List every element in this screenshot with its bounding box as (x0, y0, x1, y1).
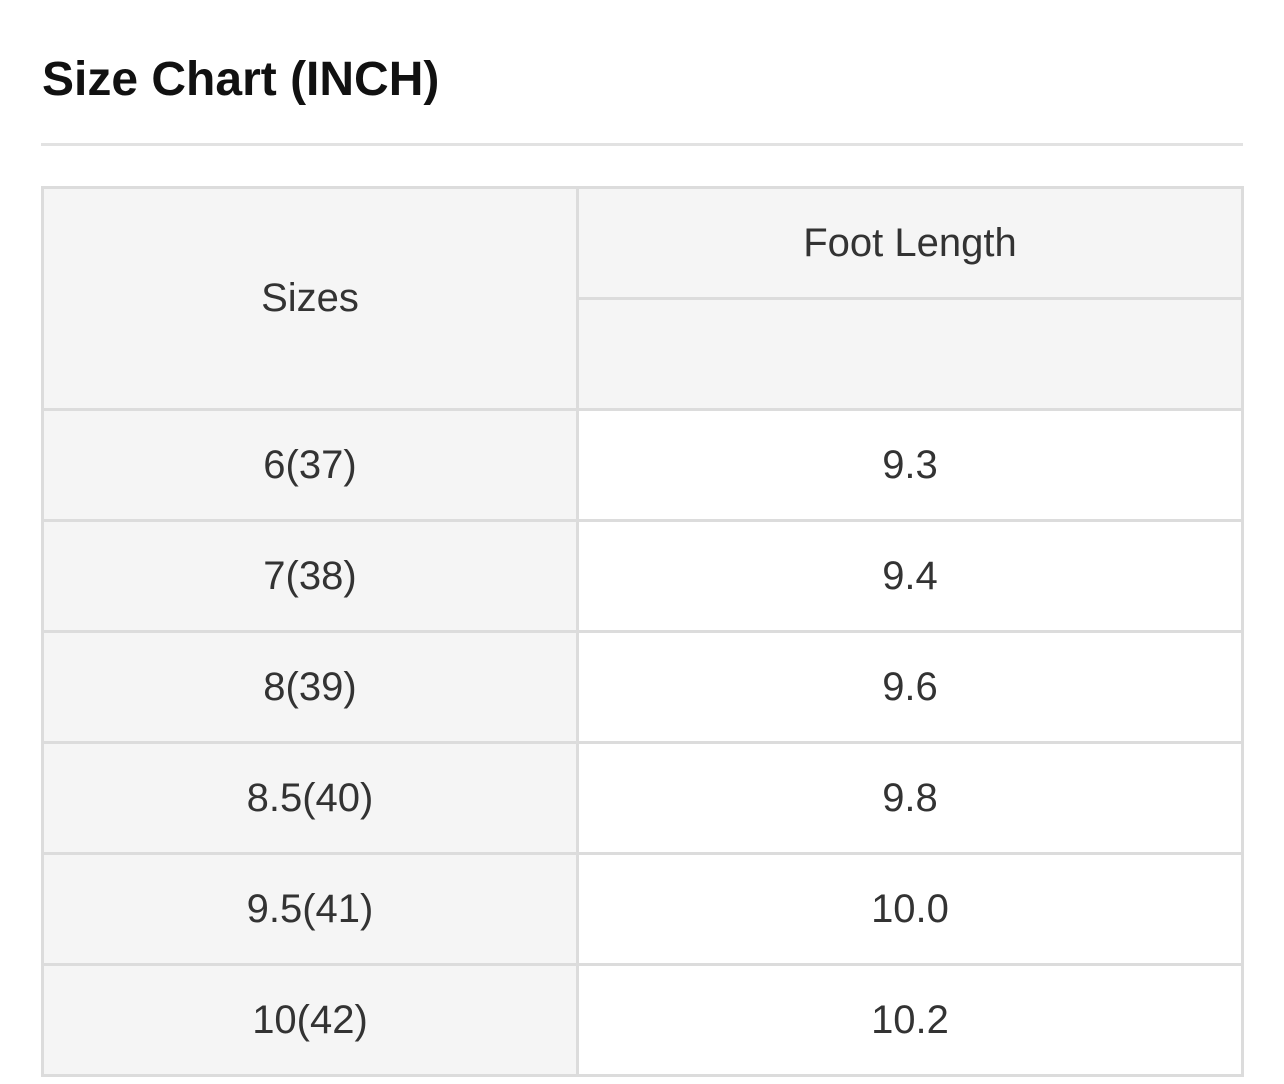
table-row: 6(37) 9.3 (41, 408, 1244, 522)
table-row: 8(39) 9.6 (41, 630, 1244, 744)
size-cell: 10(42) (41, 963, 579, 1077)
table-row: 10(42) 10.2 (41, 963, 1244, 1077)
foot-length-cell: 10.0 (576, 852, 1244, 966)
size-cell: 6(37) (41, 408, 579, 522)
table-row: 9.5(41) 10.0 (41, 852, 1244, 966)
foot-length-cell: 9.3 (576, 408, 1244, 522)
header-sizes: Sizes (41, 186, 579, 411)
table-row: 8.5(40) 9.8 (41, 741, 1244, 855)
foot-length-cell: 10.2 (576, 963, 1244, 1077)
table-row: 7(38) 9.4 (41, 519, 1244, 633)
size-cell: 7(38) (41, 519, 579, 633)
foot-length-cell: 9.8 (576, 741, 1244, 855)
size-cell: 8.5(40) (41, 741, 579, 855)
header-subrow (43, 297, 1244, 411)
foot-length-cell: 9.6 (576, 630, 1244, 744)
header-row: Sizes Foot Length (41, 186, 1244, 411)
size-cell: 8(39) (41, 630, 579, 744)
size-chart-table: Sizes Foot Length 6(37) 9.3 7(38) 9.4 8(39) 9… (41, 186, 1244, 1077)
header-foot-length: Foot Length (576, 186, 1244, 300)
foot-length-cell: 9.4 (576, 519, 1244, 633)
page-title: Size Chart (INCH) (42, 53, 440, 106)
divider (41, 143, 1243, 146)
size-cell: 9.5(41) (41, 852, 579, 966)
header-foot-length-sub (576, 297, 1244, 411)
